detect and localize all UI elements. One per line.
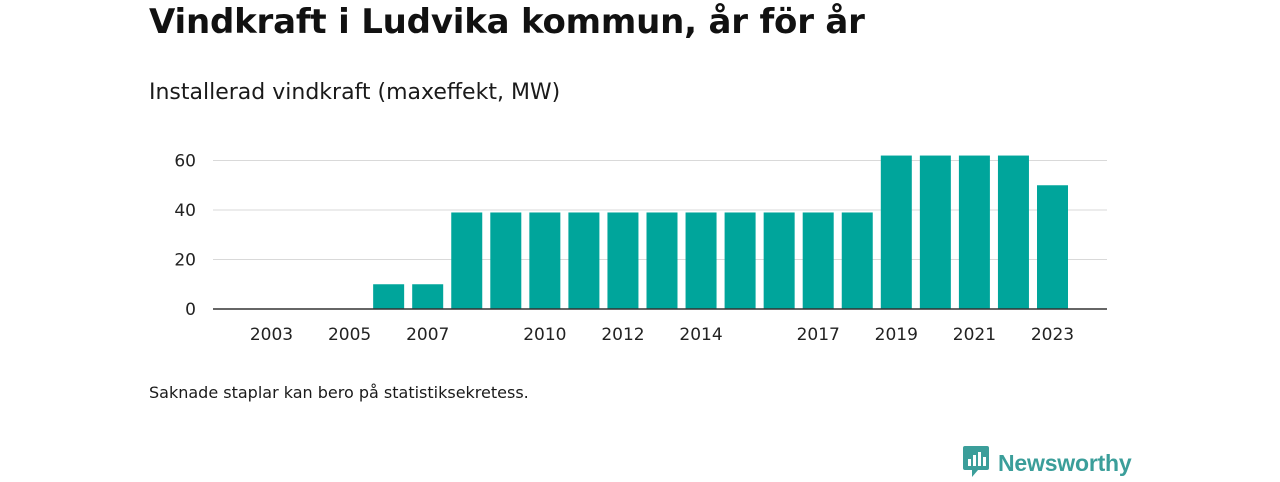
bar-2006 (373, 284, 405, 309)
y-tick-label: 60 (174, 152, 196, 172)
bar-2018 (841, 212, 873, 309)
brand-name: Newsworthy (998, 449, 1132, 476)
bar-2021 (958, 155, 990, 309)
y-tick-label: 20 (174, 251, 196, 271)
bar-2013 (646, 212, 678, 309)
newsworthy-chart-bubble-icon (962, 444, 990, 482)
x-tick-labels: 2003 2005 2007 2010 2012 2014 2017 2019 2021 2023 (250, 325, 1074, 345)
x-tick-label: 2012 (601, 325, 644, 345)
x-tick-label: 2017 (797, 325, 840, 345)
bar-2015 (724, 212, 756, 309)
y-tick-label: 40 (174, 201, 196, 221)
y-tick-labels: 0 20 40 60 (174, 152, 196, 321)
newsworthy-logo[interactable]: Newsworthy (962, 444, 1132, 482)
bar-2010 (529, 212, 561, 309)
x-tick-label: 2021 (953, 325, 996, 345)
bar-2008 (451, 212, 483, 309)
bar-2009 (490, 212, 522, 309)
x-tick-label: 2019 (875, 325, 918, 345)
bar-2022 (997, 155, 1029, 309)
bar-2016 (763, 212, 795, 309)
bar-chart: 0 20 40 60 2003 2005 2007 2010 2012 2014 2017 2019… (174, 152, 1107, 345)
x-tick-label: 2023 (1031, 325, 1074, 345)
bar-2007 (412, 284, 444, 309)
bar-2011 (568, 212, 600, 309)
x-tick-label: 2014 (679, 325, 722, 345)
bar-2023 (1037, 185, 1068, 309)
footnote: Saknade staplar kan bero på statistiksek… (149, 383, 529, 402)
x-tick-label: 2003 (250, 325, 293, 345)
bar-2014 (685, 212, 717, 309)
bar-2019 (880, 155, 912, 309)
x-tick-label: 2005 (328, 325, 371, 345)
x-tick-label: 2007 (406, 325, 449, 345)
bar-2017 (802, 212, 834, 309)
bars (373, 155, 1068, 309)
chart-title: Vindkraft i Ludvika kommun, år för år (149, 2, 865, 42)
bar-2020 (919, 155, 951, 309)
y-tick-label: 0 (185, 300, 196, 320)
x-tick-label: 2010 (523, 325, 566, 345)
chart-subtitle: Installerad vindkraft (maxeffekt, MW) (149, 80, 561, 105)
bar-2012 (607, 212, 639, 309)
